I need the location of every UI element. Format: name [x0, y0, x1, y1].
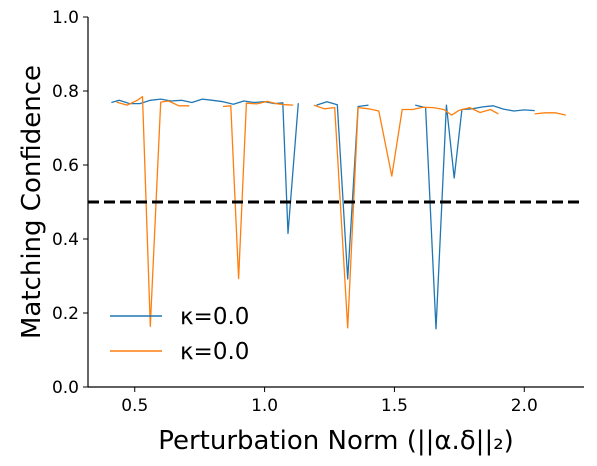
legend-label-series-2: κ=0.0 — [180, 339, 249, 365]
y-tick-label: 0.4 — [52, 230, 79, 250]
x-tick-label: 1.5 — [381, 396, 408, 416]
legend-label-series-1: κ=0.0 — [180, 304, 249, 330]
x-tick-label: 2.0 — [511, 396, 538, 416]
x-ticks: 0.5 1.0 1.5 2.0 — [121, 387, 538, 416]
y-tick-label: 0.0 — [52, 378, 79, 398]
y-ticks: 0.0 0.2 0.4 0.6 0.8 1.0 — [52, 8, 88, 398]
x-axis-title: Perturbation Norm (||α.δ||₂) — [158, 426, 514, 456]
series-2-line-segment-2 — [222, 100, 294, 280]
y-tick-label: 0.6 — [52, 156, 79, 176]
series-2-line-segment-3 — [313, 104, 499, 329]
series-2-line-segment-1 — [116, 95, 190, 327]
plot-lines — [111, 95, 566, 330]
axes — [87, 17, 584, 388]
series-1-line-segment-1 — [111, 98, 299, 235]
y-tick-label: 0.8 — [52, 82, 79, 102]
x-tick-label: 0.5 — [121, 396, 148, 416]
series-1-line-segment-2 — [316, 101, 369, 280]
y-tick-label: 0.2 — [52, 304, 79, 324]
series-2-line-segment-4 — [534, 112, 566, 116]
x-tick-label: 1.0 — [251, 396, 278, 416]
legend: κ=0.0 κ=0.0 — [110, 304, 249, 365]
y-tick-label: 1.0 — [52, 8, 79, 28]
series-1-line-segment-3 — [415, 104, 535, 330]
y-axis-title: Matching Confidence — [17, 65, 47, 339]
